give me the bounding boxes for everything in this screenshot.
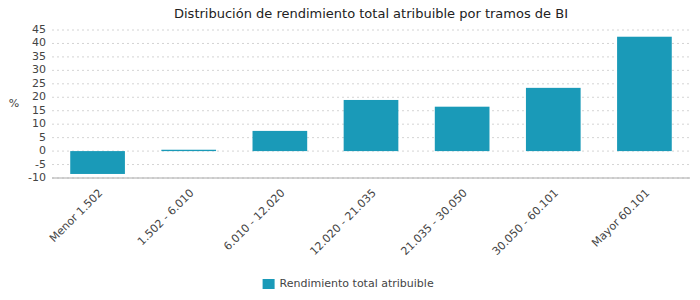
x-tick-label: 21.035 - 30.050	[399, 187, 470, 258]
grid-line	[52, 164, 690, 165]
y-tick-label: 15	[32, 104, 46, 117]
y-tick-label: 30	[32, 63, 46, 76]
bar	[526, 88, 581, 151]
x-tick-label: 12.020 - 21.035	[307, 187, 378, 258]
y-tick-label: 5	[39, 131, 46, 144]
bar	[435, 107, 490, 151]
y-axis-label: %	[9, 97, 19, 110]
grid-line	[52, 178, 690, 179]
grid-line	[52, 43, 690, 44]
legend-swatch	[263, 279, 275, 289]
y-tick-label: 45	[32, 23, 46, 36]
y-tick-label: 35	[32, 50, 46, 63]
grid-line	[52, 70, 690, 71]
y-tick-label: 20	[32, 90, 46, 103]
x-tick-label: 6.010 - 12.020	[221, 187, 287, 253]
legend: Rendimiento total atribuible	[263, 277, 434, 290]
legend-label: Rendimiento total atribuible	[280, 277, 434, 290]
y-tick-label: -5	[35, 158, 46, 171]
grid-line	[52, 97, 690, 98]
y-tick-label: 10	[32, 117, 46, 130]
x-tick-label: 1.502 - 6.010	[135, 187, 196, 248]
chart-title: Distribución de rendimiento total atribu…	[174, 6, 568, 21]
bar	[161, 150, 216, 151]
chart-svg: Distribución de rendimiento total atribu…	[0, 0, 700, 300]
grid-line	[52, 56, 690, 57]
grid-line	[52, 30, 690, 31]
x-axis-line	[52, 178, 690, 179]
bars	[70, 37, 672, 174]
chart-container: Distribución de rendimiento total atribu…	[0, 0, 700, 300]
bar	[617, 37, 672, 151]
y-tick-label: 40	[32, 36, 46, 49]
grid	[52, 30, 690, 178]
bar	[70, 151, 125, 174]
y-tick-label: 0	[39, 144, 46, 157]
x-tick-label: Mayor 60.101	[589, 187, 652, 250]
x-tick-label: Menor 1.502	[47, 187, 105, 245]
y-tick-label: 25	[32, 77, 46, 90]
grid-line	[52, 83, 690, 84]
bar	[253, 131, 308, 151]
bar	[344, 100, 399, 151]
x-tick-label: 30.050 - 60.101	[490, 187, 561, 258]
y-tick-label: -10	[28, 171, 46, 184]
